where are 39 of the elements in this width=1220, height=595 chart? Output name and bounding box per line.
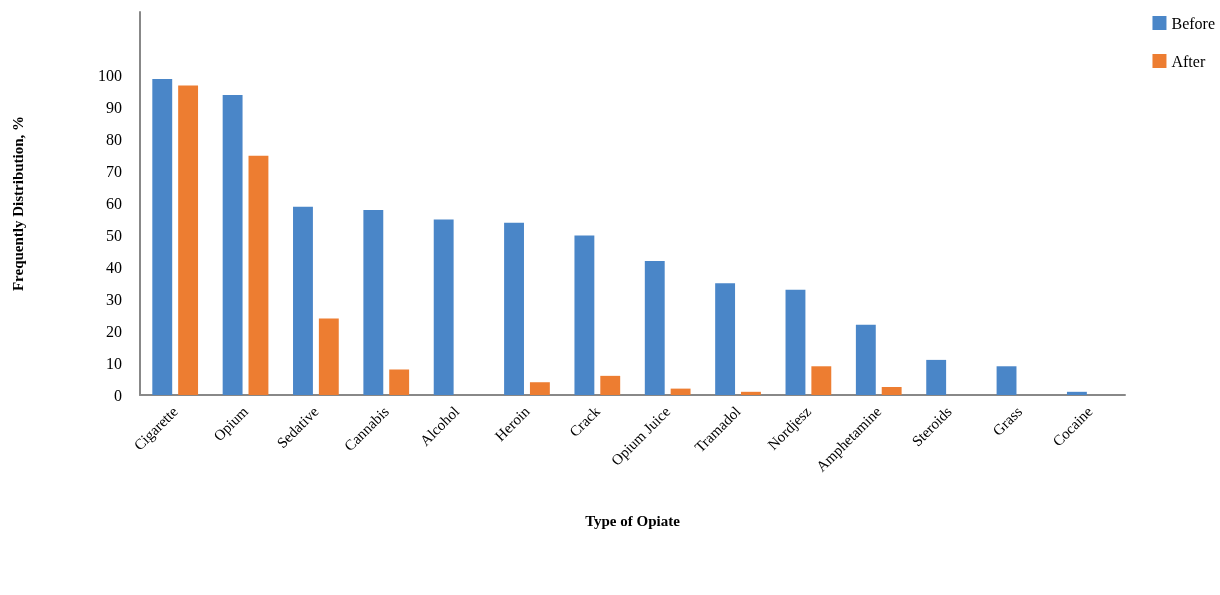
bar: [926, 359, 947, 395]
bar: [644, 260, 665, 395]
y-tick-label: 60: [106, 195, 122, 212]
bar: [715, 283, 736, 395]
y-tick-label: 0: [114, 386, 122, 404]
bar: [811, 366, 832, 395]
y-axis-title: Frequently Distribution, %: [9, 115, 26, 292]
bar: [600, 375, 621, 395]
bar: [741, 391, 761, 395]
bar: [152, 79, 173, 395]
bar: [881, 387, 902, 395]
y-tick-label: 70: [106, 163, 122, 181]
legend-label: After: [1171, 52, 1206, 70]
bar: [785, 289, 806, 395]
bar: [248, 155, 269, 395]
bar: [504, 222, 524, 395]
bar: [222, 94, 243, 395]
y-tick-label: 10: [106, 354, 122, 372]
legend-label: Before: [1171, 14, 1215, 32]
y-tick-label: 40: [106, 258, 122, 276]
bar: [529, 382, 550, 395]
bar: [318, 318, 339, 395]
y-tick-label: 30: [106, 290, 122, 308]
y-tick-label: 50: [106, 226, 122, 244]
bar: [996, 366, 1017, 395]
bar: [293, 206, 313, 395]
bar: [433, 219, 454, 395]
bar: [178, 85, 199, 395]
bar: [670, 388, 691, 395]
y-tick-label: 90: [106, 99, 122, 117]
bar: [574, 235, 595, 395]
bar: [1066, 391, 1087, 395]
x-axis-title: Type of Opiate: [585, 512, 681, 529]
bar: [855, 324, 876, 395]
bar: [363, 209, 384, 395]
y-tick-label: 100: [98, 67, 122, 85]
y-tick-label: 20: [106, 322, 122, 340]
bar: [389, 369, 410, 395]
y-tick-label: 80: [106, 131, 122, 149]
